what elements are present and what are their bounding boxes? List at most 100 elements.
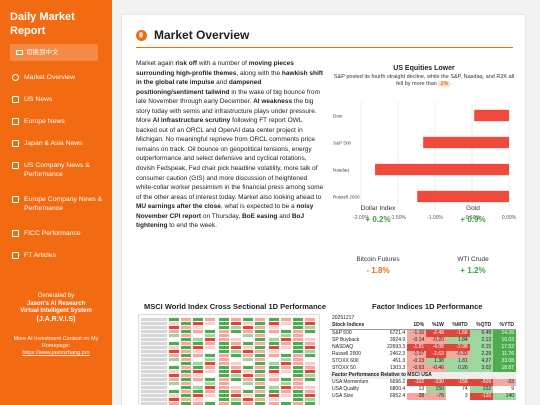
x-tick-label: -1.50% [390,215,406,221]
heatmap-cell [169,330,179,333]
heatmap-cell [193,378,203,381]
sidebar-item-market-overview[interactable]: Market Overview [0,73,112,95]
sidebar-item-ft-articles[interactable]: FT Articles [0,251,112,273]
heatmap-row [139,398,319,402]
heatmap-cell [269,350,279,353]
heatmap-cell [219,358,229,361]
x-tick-label: 0.00% [502,215,517,221]
heatmap-row [139,338,319,342]
sidebar-item-label: Europe News [24,118,65,125]
heatmap-cell [269,390,279,393]
heatmap-row [139,386,319,390]
table-cell: 6721.4 [389,330,406,336]
heatmap-cell [141,346,167,349]
heatmap-cell [219,342,229,345]
table-cell: 3 [464,393,468,399]
heatmap-cell [255,390,265,393]
heatmap-cell [293,342,303,345]
heatmap-cell [305,334,315,337]
sidebar-item-ficc-performance[interactable]: FICC Performance [0,229,112,251]
heatmap-cell [181,366,191,369]
tile-value: + 1.2% [460,266,486,275]
heatmap-cell [281,338,291,341]
heatmap-row [139,370,319,374]
table-row: USA Quality 6800.4 13 150 74 222 9 [330,386,516,393]
heatmap-cell [255,378,265,381]
bars-icon [12,230,19,237]
heatmap-cell [205,318,215,321]
heatmap-cell [305,350,315,353]
heatmap-cell [181,378,191,381]
heatmap-cell [141,370,167,373]
table-cell: SP Buyback [332,337,360,343]
heatmap-row [139,322,319,326]
language-toggle-button[interactable]: 切换到中文 [10,44,98,61]
article-run: risk off [175,60,198,67]
table-header: Stock Indices 1D% %1W %MTD %QTD %YTD [330,322,516,330]
table-cell: 20251217 [332,315,355,321]
table-cell: 74 [462,386,468,392]
sidebar-item-us-news[interactable]: US News [0,95,112,117]
chart-title: US Equities Lower [393,65,455,72]
table-cell: -330 [426,379,446,386]
heatmap-cell [293,378,303,381]
heatmap-cell [305,398,315,401]
heatmap-cell [219,366,229,369]
table-cell: -38 [407,393,427,400]
sidebar-footer: Generated by Jason's AI Research Virtual… [6,293,106,323]
heatmap-cell [205,382,215,385]
table-cell: STOXX 600 [332,358,359,364]
heatmap-cell [293,370,303,373]
heatmap-cell [293,330,303,333]
heatmap-cell [219,378,229,381]
heatmap-cell [219,382,229,385]
heatmap-cell [169,386,179,389]
bar-chart: -2.00% -1.50% -1.00% -0.50% 0.00% Dow S&P 500 N… [333,102,517,221]
heatmap-cell [255,354,265,357]
heatmap-cell [281,326,291,329]
heatmap-cell [205,378,215,381]
overview-article: Market again risk off with a number of m… [136,59,324,231]
heatmap-row [139,354,319,358]
heatmap-cell [281,350,291,353]
heatmap-cell [205,390,215,393]
heatmap-cell [231,342,241,345]
heatmap-cell [293,334,303,337]
sidebar-item-europe-news[interactable]: Europe News [0,117,112,139]
heatmap-cell [205,366,215,369]
heatmap-row [139,394,319,398]
sidebar-nav: Market Overview US News Europe News Japa… [0,73,112,273]
euro-icon [12,196,19,203]
sidebar-item-us-company-news[interactable]: US Company News & Performance [0,161,112,195]
heatmap-cell [255,322,265,325]
sidebar-item-label: FT Articles [24,252,56,259]
heatmap-cell [269,394,279,397]
heatmap-cell [243,330,253,333]
table-cell: -102 [407,379,427,386]
table-row: NASDAQ 22693.3 -1.81 -4.08 -2.98 0.15 17.52 [330,344,516,351]
article-run: in the wake of big bounce from late Nove… [136,88,320,106]
heatmap-row [139,330,319,334]
heatmap-cell [141,390,167,393]
heatmap-cell [219,354,229,357]
heatmap-cell [193,334,203,337]
heatmap-cell [305,366,315,369]
category-label: Dow [333,113,343,118]
heatmap-row [139,334,319,338]
table-row: SP Buyback 3924.9 -0.14 -0.20 1.84 2.13 16.03 [330,337,516,344]
homepage-link[interactable]: https://www.jasonzhang.pro [22,350,90,356]
heatmap-cell [305,354,315,357]
heatmap-cell [281,346,291,349]
heatmap-cell [255,398,265,401]
sidebar-item-japan-asia-news[interactable]: Japan & Asia News [0,139,112,161]
table-cell: -0.46 [426,365,446,372]
sidebar-item-europe-company-news[interactable]: Europe Company News & Performance [0,195,112,229]
heatmap-cell [269,342,279,345]
table-cell: 451.3 [392,358,406,364]
heatmap-cell [269,366,279,369]
heatmap-cell [305,342,315,345]
bar-nasdaq [375,163,509,176]
bar-russell-2000 [417,190,509,203]
article-run: the big story today with semis and infra… [136,98,317,125]
heatmap-cell [231,390,241,393]
